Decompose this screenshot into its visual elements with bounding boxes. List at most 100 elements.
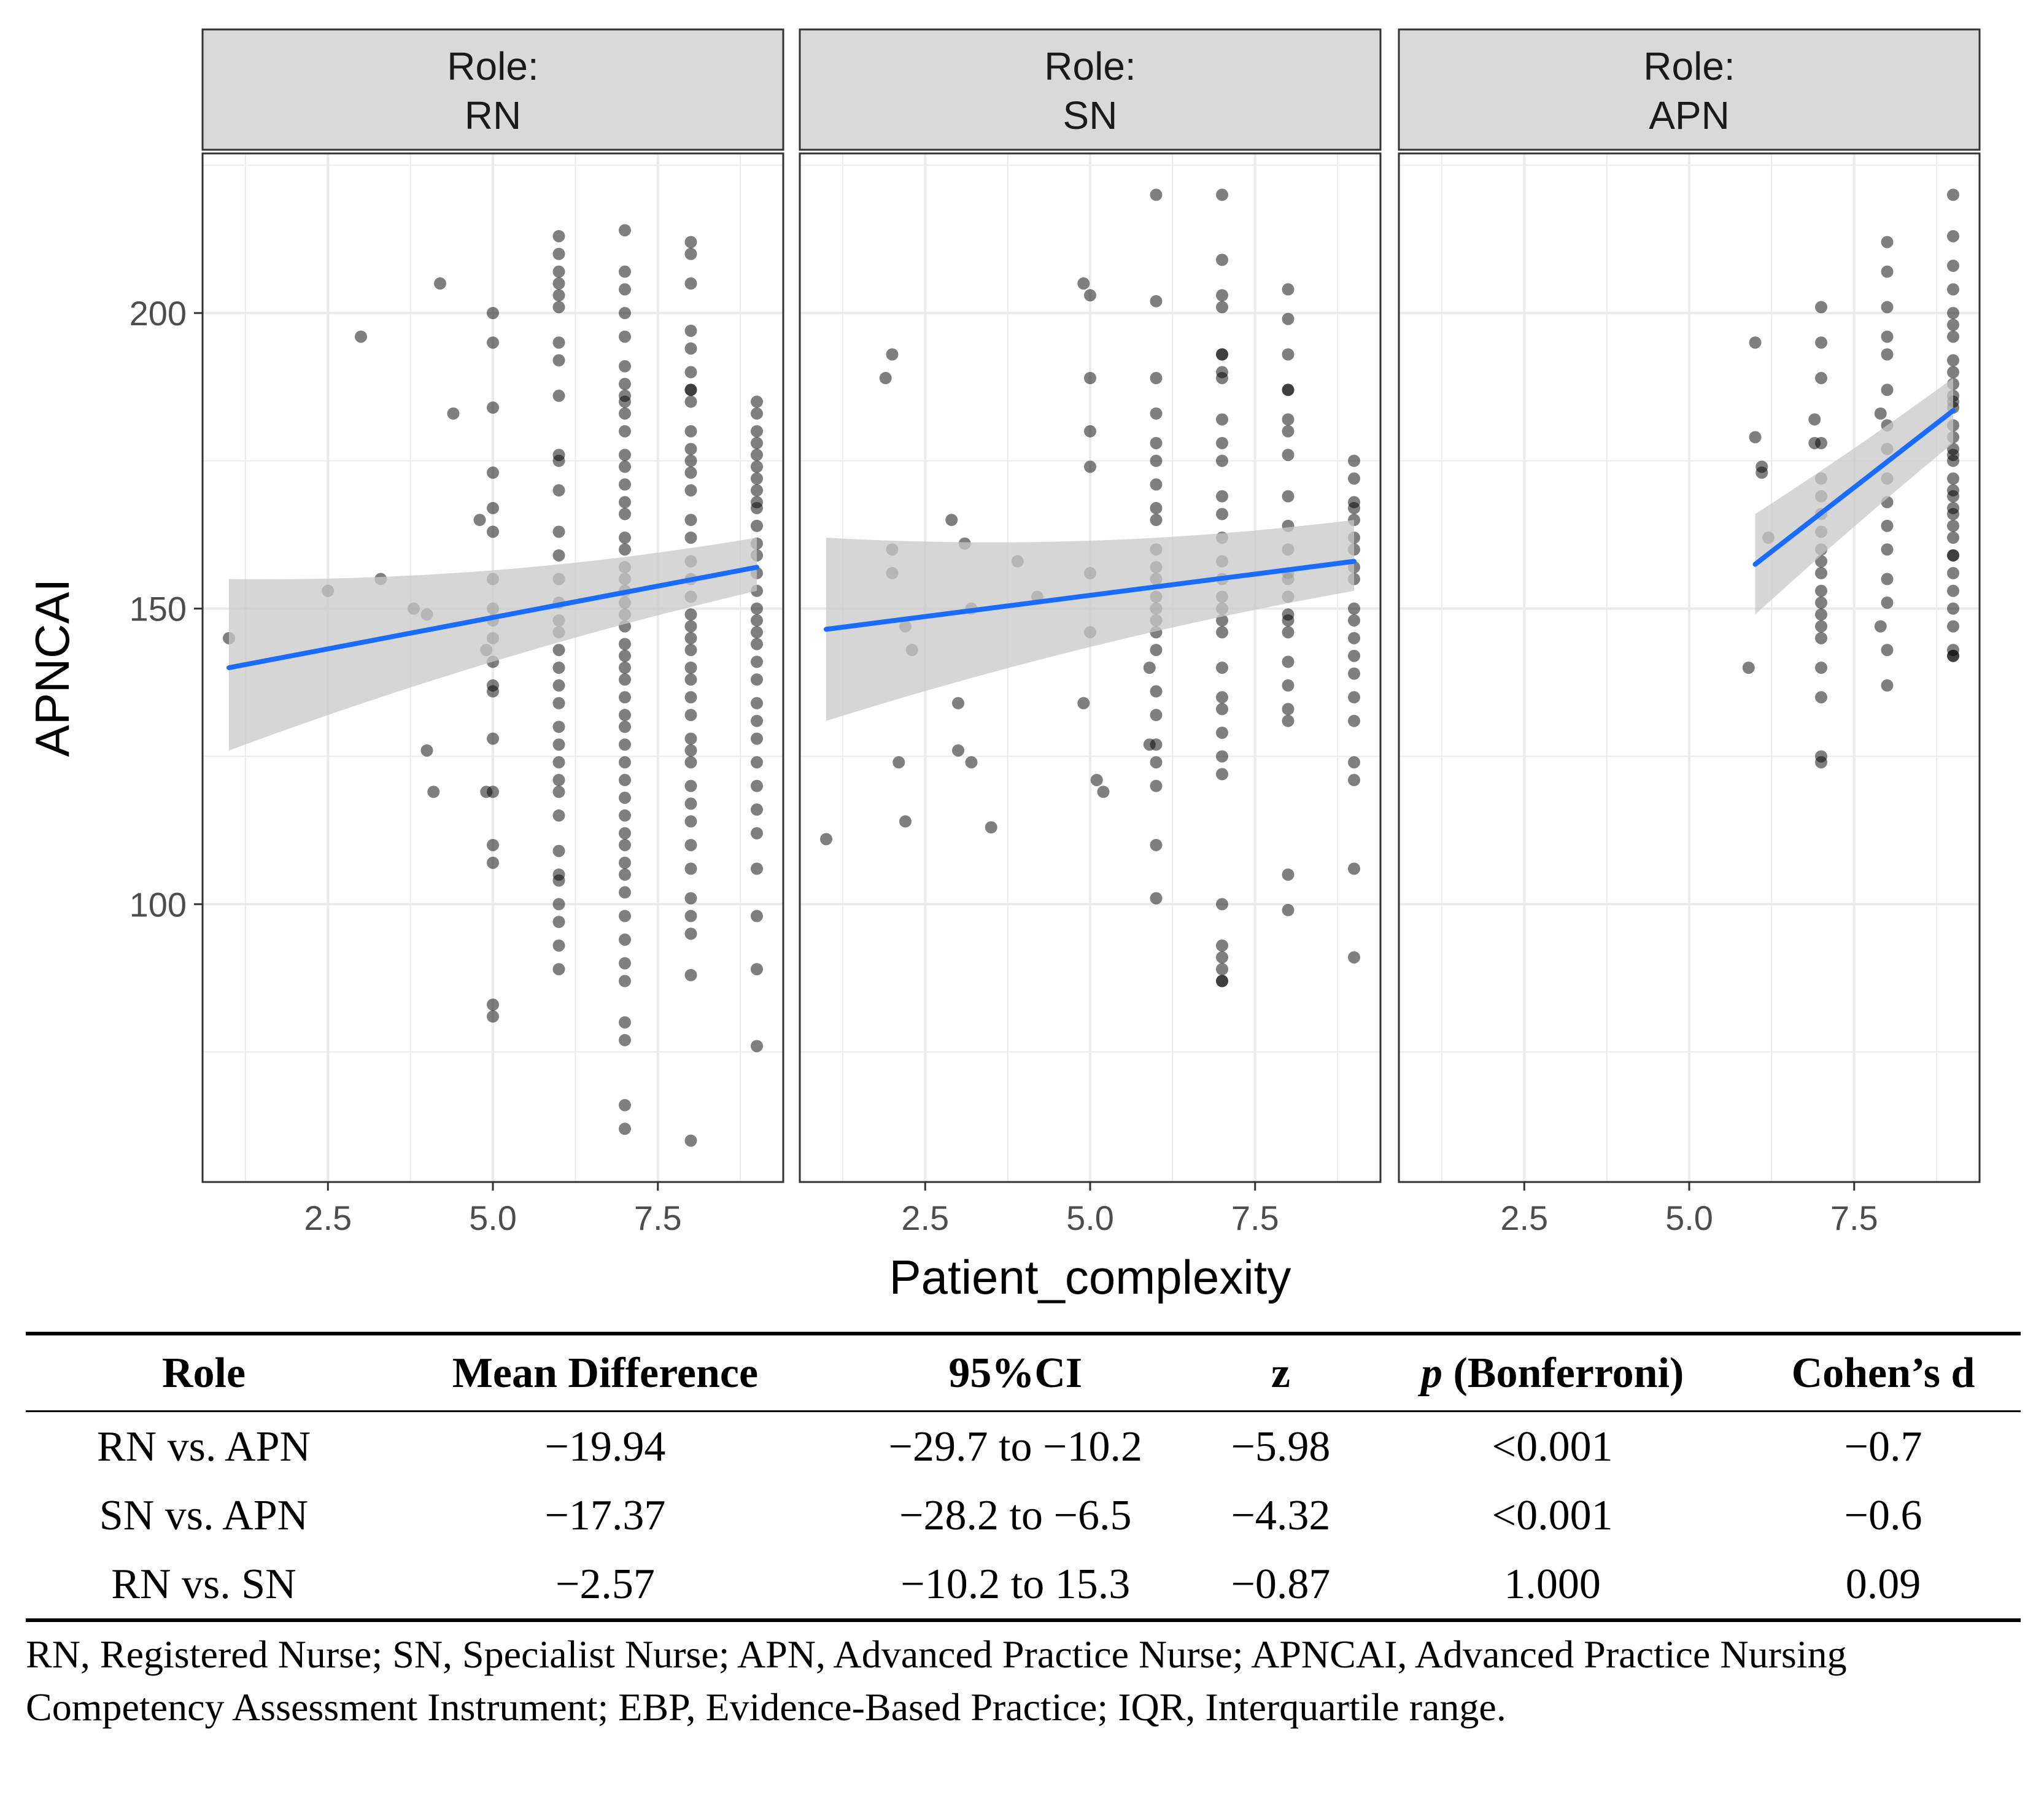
data-point [751, 626, 763, 639]
cell-role: RN vs. SN [111, 1561, 296, 1608]
data-point [1815, 566, 1827, 579]
data-point [1077, 697, 1090, 709]
data-point [1881, 543, 1894, 556]
data-point [552, 230, 565, 242]
data-point [552, 679, 565, 692]
data-point [1097, 786, 1110, 798]
data-point [1947, 531, 1959, 544]
x-tick-label: 2.5 [1500, 1199, 1548, 1237]
cell-cohens-d: −0.7 [1844, 1423, 1922, 1470]
data-point [1815, 756, 1827, 769]
data-point [619, 809, 631, 822]
data-point [1947, 319, 1959, 331]
cell-z: −0.87 [1231, 1561, 1331, 1608]
facet-strip-role: SN [1063, 93, 1118, 137]
data-point [619, 774, 631, 787]
data-point [1947, 472, 1959, 485]
regression-line [1752, 408, 1956, 567]
data-point [1150, 514, 1163, 527]
cell-p: <0.001 [1492, 1423, 1613, 1470]
data-point [684, 644, 697, 657]
data-point [684, 632, 697, 644]
facet-strip [799, 28, 1382, 151]
regression-line [226, 565, 759, 670]
confidence-ribbon [1755, 378, 1953, 615]
cell-mean-difference: −2.57 [555, 1561, 655, 1608]
data-point [552, 916, 565, 929]
data-point [751, 496, 763, 509]
data-point [487, 999, 499, 1011]
data-point [473, 514, 486, 527]
data-point [1143, 662, 1156, 674]
data-point [892, 756, 905, 769]
data-point [1947, 549, 1959, 562]
data-point [619, 856, 631, 869]
data-point [985, 821, 997, 834]
data-point [552, 265, 565, 278]
data-point [1881, 265, 1894, 278]
data-point [1815, 620, 1827, 633]
cell-role: SN vs. APN [99, 1492, 309, 1539]
data-point [1216, 768, 1228, 781]
data-point [1090, 774, 1103, 787]
cell-mean-difference: −17.37 [544, 1492, 666, 1539]
data-point [684, 862, 697, 875]
data-point [820, 833, 832, 846]
cell-mean-difference: −19.94 [544, 1423, 666, 1470]
data-point [1947, 602, 1959, 615]
data-point [751, 638, 763, 651]
data-point [1077, 277, 1090, 290]
data-point [1282, 679, 1295, 692]
data-point [487, 401, 499, 414]
data-point [427, 786, 440, 798]
data-point [619, 377, 631, 390]
x-tick-label: 5.0 [1665, 1199, 1713, 1237]
x-tick-label: 7.5 [1231, 1199, 1279, 1237]
facet-strip-prefix: Role: [1643, 44, 1735, 88]
data-point [684, 691, 697, 704]
data-point [1216, 614, 1228, 627]
data-point [1150, 454, 1163, 467]
data-point [1150, 779, 1163, 792]
data-point [1947, 484, 1959, 497]
data-point [552, 756, 565, 769]
data-point [751, 407, 763, 420]
data-point [1282, 449, 1295, 462]
confidence-ribbon [826, 520, 1354, 721]
data-point [1947, 366, 1959, 379]
data-point [1348, 614, 1360, 627]
y-axis-title: APNCAI [25, 579, 79, 757]
data-point [751, 673, 763, 686]
data-point [1216, 963, 1228, 976]
data-point [1815, 301, 1827, 314]
data-point [684, 732, 697, 745]
data-point [684, 1134, 697, 1147]
data-point [552, 697, 565, 709]
data-point [619, 649, 631, 662]
header-role: Role [161, 1350, 246, 1397]
data-point [1874, 620, 1887, 633]
faceted-scatter-chart: Role: RN 2.5 5.0 7.5 Role: SN 2.5 5.0 7.5 Role: APN… [25, 28, 1981, 1304]
data-point [684, 779, 697, 792]
data-point [1084, 425, 1096, 438]
data-point [1815, 336, 1827, 349]
table-header-row: Role Mean Difference 95%CI z p (Bonferro… [26, 1334, 2021, 1412]
data-point [684, 608, 697, 621]
regression-line [824, 558, 1357, 632]
data-point [1815, 436, 1827, 449]
data-point [619, 265, 631, 278]
data-point [684, 910, 697, 922]
cell-95ci: −10.2 to 15.3 [900, 1561, 1131, 1608]
data-point [899, 815, 912, 828]
data-point [1947, 620, 1959, 633]
data-point [1947, 354, 1959, 367]
cell-95ci: −29.7 to −10.2 [888, 1423, 1142, 1470]
data-point [684, 324, 697, 337]
data-point [1216, 626, 1228, 639]
data-point [684, 366, 697, 379]
data-point [552, 484, 565, 497]
data-point [1881, 573, 1894, 585]
data-point [619, 449, 631, 462]
data-point [684, 797, 697, 810]
data-point [952, 744, 964, 757]
